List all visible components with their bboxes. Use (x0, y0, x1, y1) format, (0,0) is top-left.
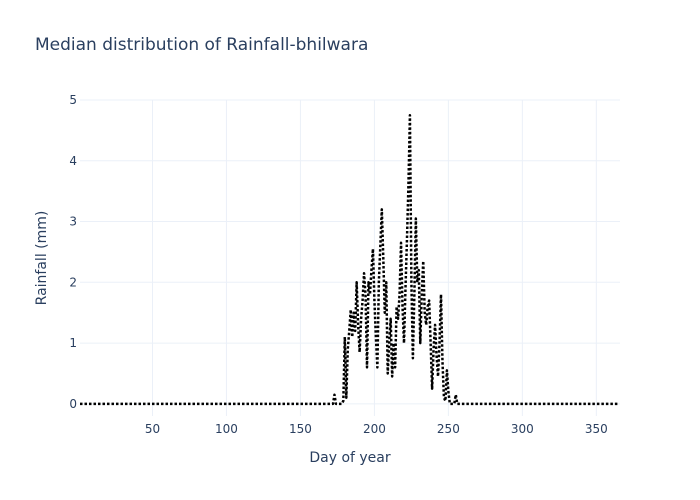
y-tick-label: 4 (69, 154, 77, 168)
x-tick-label: 250 (437, 422, 460, 436)
chart-title: Median distribution of Rainfall-bhilwara (35, 35, 368, 55)
x-tick-label: 100 (215, 422, 238, 436)
x-tick-label: 50 (145, 422, 160, 436)
x-tick-label: 200 (363, 422, 386, 436)
y-axis-label: Rainfall (mm) (34, 211, 50, 306)
x-tick-label: 350 (585, 422, 608, 436)
y-tick-label: 5 (69, 93, 77, 107)
y-tick-label: 2 (69, 275, 77, 289)
x-axis-label: Day of year (309, 450, 391, 466)
y-tick-label: 1 (69, 336, 77, 350)
x-tick-label: 300 (511, 422, 534, 436)
line-series (80, 113, 619, 406)
y-tick-label: 0 (69, 397, 77, 411)
y-tick-label: 3 (69, 215, 77, 229)
x-tick-label: 150 (289, 422, 312, 436)
